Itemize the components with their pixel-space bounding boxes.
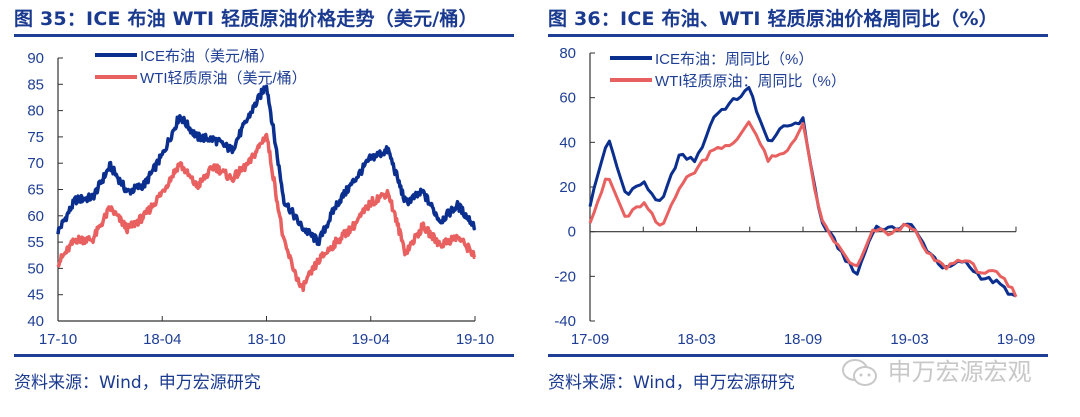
x-tick-label: 18-04 [143, 331, 181, 345]
y-tick-label: -20 [554, 268, 576, 285]
x-tick-label: 17-10 [39, 331, 77, 345]
wti-line [56, 132, 476, 293]
right-footer-rule [548, 354, 1048, 357]
x-tick-label: 19-04 [352, 331, 390, 345]
watermark: 申万宏源宏观 [840, 352, 1032, 390]
left-chart-panel: 图 35：ICE 布油 WTI 轻质原油价格走势（美元/桶） 40 45 50 55 6… [14, 8, 514, 393]
y-tick-label: 40 [27, 313, 44, 330]
y-tick-label: 75 [27, 129, 44, 146]
wechat-icon [842, 359, 877, 386]
right-chart-title: 图 36：ICE 布油、WTI 轻质原油价格周同比（%） [548, 8, 998, 30]
y-tick-label: 40 [559, 134, 576, 151]
y-tick-label: 60 [559, 90, 576, 107]
left-chart-title: 图 35：ICE 布油 WTI 轻质原油价格走势（美元/桶） [14, 8, 478, 30]
left-title-rule [14, 34, 514, 37]
y-tick-label: 55 [27, 234, 44, 251]
legend-label: WTI轻质原油：周同比（%） [655, 73, 846, 90]
legend-label: WTI轻质原油（美元/桶） [140, 70, 307, 87]
x-tick-label: 18-10 [247, 331, 285, 345]
y-tick-label: 65 [27, 182, 44, 199]
y-tick-label: 90 [27, 50, 44, 67]
x-tick-label: 19-10 [456, 331, 494, 345]
right-line-chart: -40 -20 0 20 40 60 80 17-09 18-03 18-09 19-03 19-09… [554, 45, 1035, 345]
x-tick-label: 18-03 [677, 331, 715, 345]
y-tick-label: 0 [568, 224, 576, 241]
x-tick-label: 19-03 [890, 331, 928, 345]
y-tick-label: 45 [27, 287, 44, 304]
wti-line [588, 120, 1018, 298]
ice-brent-line [56, 84, 477, 247]
y-tick-label: 80 [559, 45, 576, 62]
y-tick-label: 50 [27, 260, 44, 277]
legend-label: ICE布油（美元/桶） [140, 48, 274, 65]
y-tick-label: -40 [554, 313, 576, 330]
left-source-note: 资料来源：Wind，申万宏源研究 [14, 373, 261, 393]
right-source-note: 资料来源：Wind，申万宏源研究 [548, 373, 795, 393]
y-tick-label: 85 [27, 76, 44, 93]
y-tick-label: 80 [27, 103, 44, 120]
y-tick-label: 70 [27, 155, 44, 172]
x-tick-label: 19-09 [997, 331, 1035, 345]
left-footer-rule [14, 354, 514, 357]
y-tick-label: 60 [27, 208, 44, 225]
x-tick-label: 17-09 [571, 331, 609, 345]
watermark-text: 申万宏源宏观 [887, 358, 1032, 386]
right-title-rule [548, 34, 1048, 37]
legend-label: ICE布油：周同比（%） [655, 51, 813, 68]
x-tick-label: 18-09 [784, 331, 822, 345]
y-tick-label: 20 [559, 179, 576, 196]
left-line-chart: 40 45 50 55 60 65 70 75 80 85 90 17-10 18-04 18-10 19-… [27, 48, 494, 345]
right-chart-panel: 图 36：ICE 布油、WTI 轻质原油价格周同比（%） 资料来源：Wind，申… [540, 0, 1080, 417]
